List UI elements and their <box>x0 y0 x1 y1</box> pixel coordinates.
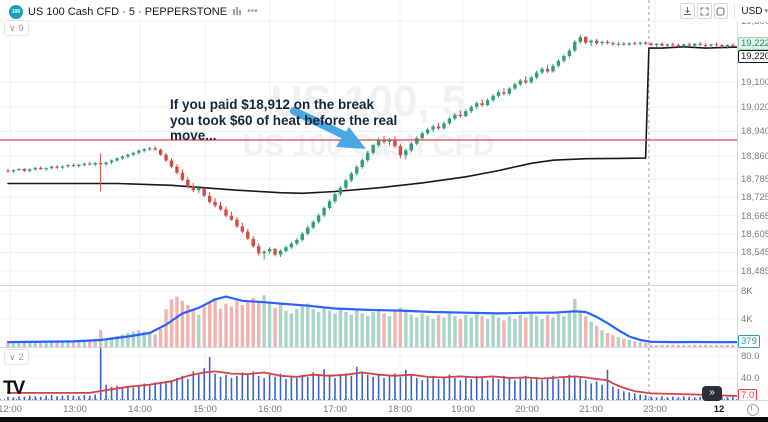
indicator-tick-label: 80.0 <box>741 351 760 362</box>
symbol-logo-icon: 100 <box>9 5 23 19</box>
ohlc-values-icon[interactable] <box>232 6 242 19</box>
price-tick-label: 18,940.0 <box>741 126 768 138</box>
chevron-down-icon: ∨ <box>9 22 16 33</box>
pane2-indicator-count: 2 <box>18 352 24 362</box>
indicator-count: 9 <box>18 23 24 33</box>
candles-layer <box>6 34 735 260</box>
price-tick-label: 19,100.0 <box>741 77 768 89</box>
indicator-tick-label: 40.0 <box>741 373 760 384</box>
chevron-down-icon: ∨ <box>9 351 16 362</box>
time-axis[interactable]: 12:00 13:00 14:00 15:00 16:00 17:00 18:00 19:00… <box>0 400 768 418</box>
annotation-line1: If you paid $18,912 on the break <box>170 97 375 112</box>
time-tick-label: 16:00 <box>258 404 282 415</box>
time-tick-label: 13:00 <box>63 404 87 415</box>
time-tick-label: 18:00 <box>388 404 412 415</box>
pane2-collapsed-chip[interactable]: ∨ 2 <box>4 349 29 365</box>
bottom-black-strip <box>0 417 768 422</box>
annotation-line2: you took $60 of heat before the real <box>170 112 398 128</box>
volume-bars-layer <box>6 295 735 347</box>
time-tick-label: 12:00 <box>0 404 22 415</box>
black-overlay-line <box>7 45 739 195</box>
price-tick-label: 18,665.0 <box>741 210 768 222</box>
chevron-down-icon: ▾ <box>764 8 768 15</box>
download-icon[interactable] <box>680 3 695 19</box>
more-options-icon[interactable]: ••• <box>247 6 258 17</box>
volume-tick-label: 8K <box>741 286 753 297</box>
tradingview-logo[interactable]: TV <box>3 378 25 399</box>
price-tick-label: 18,545.0 <box>741 247 768 259</box>
maximize-icon[interactable] <box>696 3 712 19</box>
goto-realtime-button[interactable]: » <box>702 386 722 401</box>
time-tick-label: 21:00 <box>579 404 603 415</box>
symbol-legend[interactable]: 100 US 100 Cash CFD · 5 · PEPPERSTONE ••… <box>5 4 262 20</box>
price-tick-label: 18,860.0 <box>741 150 768 162</box>
collapsed-indicators-chip[interactable]: ∨ 9 <box>4 20 29 36</box>
date-label: 12 <box>713 404 725 415</box>
price-tick-label: 19,020.0 <box>741 101 768 113</box>
annotation-line3: move... <box>170 128 217 143</box>
annotation-arrow[interactable] <box>290 107 366 149</box>
pane-separators <box>0 285 768 348</box>
symbol-title[interactable]: US 100 Cash CFD · 5 · PEPPERSTONE <box>28 6 228 18</box>
currency-label: USD <box>741 5 763 17</box>
trade-annotation-text[interactable]: If you paid $18,912 on the break you too… <box>170 97 397 144</box>
price-tick-label: 18,785.0 <box>741 173 768 185</box>
last-price-badge: 19,222.9 <box>738 37 768 50</box>
time-tick-label: 19:00 <box>451 404 475 415</box>
session-clock-icon[interactable] <box>747 404 759 416</box>
indicator-bars-layer <box>7 347 734 400</box>
currency-dropdown[interactable]: USD ▾ <box>734 3 768 19</box>
time-tick-label: 20:00 <box>515 404 539 415</box>
price-tick-label: 18,725.0 <box>741 192 768 204</box>
volume-tick-label: 4K <box>741 314 753 325</box>
time-tick-label: 17:00 <box>323 404 347 415</box>
time-tick-label: 23:00 <box>643 404 667 415</box>
volume-ma-line <box>6 295 739 344</box>
time-tick-label: 14:00 <box>128 404 152 415</box>
indicator-ma-line <box>7 370 739 398</box>
price-tick-label: 18,605.0 <box>741 229 768 241</box>
volume-value-badge: 379 <box>738 335 760 348</box>
price-tick-label: 18,485.0 <box>741 265 768 277</box>
current-price-badge: 19,220.1 <box>738 50 768 63</box>
time-tick-label: 15:00 <box>193 404 217 415</box>
price-axis[interactable]: 19,300.019,100.019,020.018,940.018,860.0… <box>737 0 768 417</box>
chart-top-toolbar: USD ▾ <box>680 0 768 22</box>
screenshot-icon[interactable] <box>713 3 729 19</box>
